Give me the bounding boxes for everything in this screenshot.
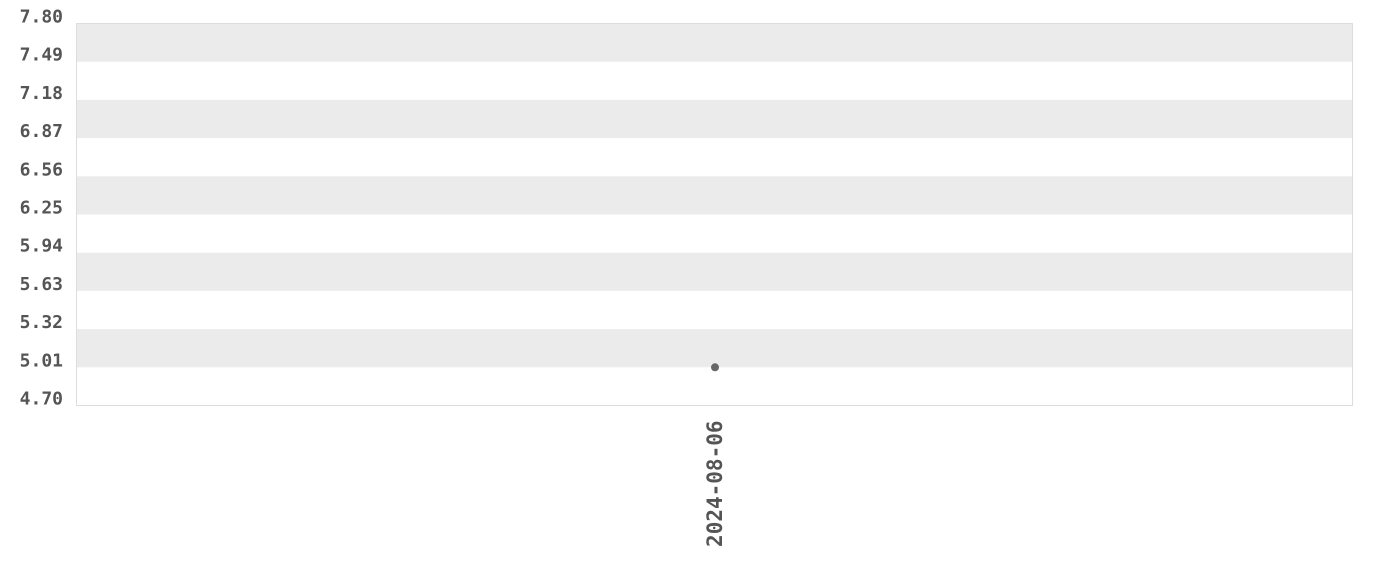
y-tick-label: 6.87 [20,121,63,142]
data-points [711,363,719,372]
grid-band [76,252,1353,291]
y-tick-label: 5.32 [20,312,63,333]
grid-band [76,23,1353,62]
x-axis: 2024-08-06 [703,421,727,547]
grid-band [76,329,1353,368]
grid-bands [76,23,1353,368]
x-tick-label: 2024-08-06 [703,421,727,547]
y-tick-label: 7.18 [20,83,63,104]
data-point [711,363,719,372]
y-tick-label: 7.49 [20,45,63,66]
y-tick-label: 5.01 [20,350,63,371]
grid-band [76,99,1353,139]
y-tick-label: 5.63 [20,274,63,295]
y-tick-label: 4.70 [20,389,63,410]
y-tick-label: 5.94 [20,236,64,257]
plot-area [76,23,1353,406]
y-tick-label: 7.80 [20,7,63,28]
y-tick-label: 6.56 [20,159,63,180]
y-tick-label: 6.25 [20,198,63,219]
grid-band [76,176,1353,215]
y-axis: 4.70 5.01 5.32 5.63 5.94 6.25 6.56 6.87 7.18 7.49… [20,7,64,410]
